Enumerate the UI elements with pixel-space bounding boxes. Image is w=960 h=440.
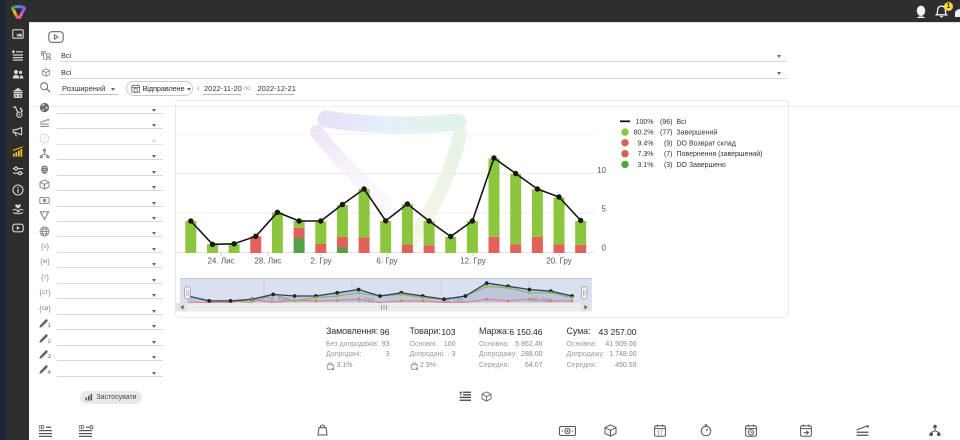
svg-text:20. Гру: 20. Гру [546, 257, 572, 266]
svg-text:5: 5 [602, 205, 607, 214]
svg-text:10: 10 [597, 166, 606, 175]
svg-text:DO Возврат склад: DO Возврат склад [677, 140, 736, 147]
svg-text:(77): (77) [660, 130, 672, 137]
svg-text:?: ? [42, 136, 46, 143]
svg-text:12. Гру: 12. Гру [460, 257, 486, 266]
svg-text:9.4%: 9.4% [638, 140, 654, 147]
svg-text:12. Гру: 12. Гру [443, 297, 465, 304]
svg-text:80.2%: 80.2% [634, 130, 654, 137]
svg-text:Завершений: Завершений [677, 129, 718, 137]
svg-text:7.3%: 7.3% [638, 151, 654, 158]
svg-text:6. Гру: 6. Гру [376, 257, 397, 266]
svg-text:2. Гру: 2. Гру [310, 257, 331, 266]
svg-text:0: 0 [602, 244, 607, 253]
svg-text:(9): (9) [664, 140, 673, 147]
svg-text:(3): (3) [664, 162, 673, 169]
svg-text:28. Лис: 28. Лис [254, 257, 281, 266]
svg-text:Повернення (завершений): Повернення (завершений) [677, 150, 763, 158]
svg-text:24. Лис: 24. Лис [207, 257, 234, 266]
svg-text:ID: ID [79, 425, 85, 431]
svg-text:3.1%: 3.1% [638, 162, 654, 169]
svg-text:100%: 100% [636, 119, 654, 126]
svg-text:ID: ID [39, 425, 45, 431]
svg-text:28. Лис: 28. Лис [267, 297, 290, 304]
svg-text:(96): (96) [660, 119, 672, 126]
svg-text:Всі: Всі [677, 118, 687, 126]
svg-text:17: 17 [657, 430, 663, 436]
svg-text:(7): (7) [664, 151, 673, 158]
svg-text:DO Завершено: DO Завершено [677, 162, 726, 169]
